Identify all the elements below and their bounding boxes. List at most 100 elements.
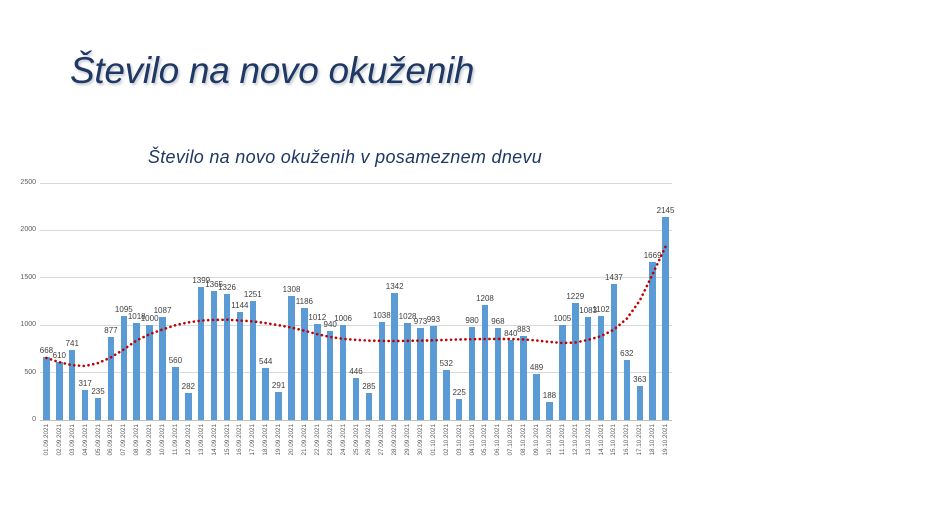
bar-value-label: 1012 <box>308 313 327 323</box>
bar <box>455 398 463 420</box>
bar <box>120 316 128 420</box>
x-axis-label: 09.10.2021 <box>533 424 541 456</box>
x-axis-label: 12.09.2021 <box>184 424 192 456</box>
bar <box>649 261 656 420</box>
x-axis-label: 07.09.2021 <box>120 424 128 456</box>
bar-value-label: 1208 <box>476 294 494 304</box>
x-axis-label: 07.10.2021 <box>507 424 515 456</box>
bar <box>352 377 360 420</box>
bar-value-label: 1186 <box>295 296 313 306</box>
bar <box>107 336 115 420</box>
bar-value-label: 1326 <box>218 283 236 293</box>
x-axis-label: 19.09.2021 <box>275 424 283 456</box>
bar <box>339 324 347 420</box>
bar <box>533 373 540 420</box>
bar-value-label: 1083 <box>579 306 598 316</box>
bar-value-label: 291 <box>271 381 286 391</box>
bar <box>43 356 50 420</box>
x-axis-label: 04.09.2021 <box>81 424 89 456</box>
x-axis-label: 26.09.2021 <box>365 424 373 456</box>
y-axis-tick-label: 0 <box>32 416 36 423</box>
bar-value-label: 235 <box>91 386 105 396</box>
bar <box>223 294 231 420</box>
bar-value-label: 668 <box>39 345 54 355</box>
bar-value-label: 877 <box>104 325 118 335</box>
bar-value-label: 840 <box>504 329 518 339</box>
bar-value-label: 544 <box>259 357 273 367</box>
bar <box>301 307 308 420</box>
bar <box>365 392 373 420</box>
bar <box>559 324 566 420</box>
bar <box>404 322 411 420</box>
bar-value-label: 1437 <box>605 272 623 282</box>
bar <box>146 325 153 420</box>
bar-value-label: 1006 <box>334 313 352 323</box>
bar-value-label: 317 <box>78 378 92 388</box>
x-axis-label: 06.10.2021 <box>494 424 502 456</box>
bar-value-label: 2145 <box>656 205 675 215</box>
x-axis-label: 21.09.2021 <box>300 424 308 456</box>
bar-value-label: 968 <box>491 317 505 327</box>
x-axis-label: 17.10.2021 <box>636 424 644 456</box>
bar-value-label: 560 <box>168 355 183 365</box>
x-axis-label: 19.10.2021 <box>662 424 670 456</box>
bar-value-label: 446 <box>349 366 363 376</box>
x-axis-label: 28.09.2021 <box>391 424 399 456</box>
x-axis-label: 20.09.2021 <box>288 424 295 456</box>
bar-value-label: 883 <box>516 325 531 335</box>
x-axis-label: 12.10.2021 <box>571 424 579 456</box>
bar-value-label: 1005 <box>553 313 572 323</box>
bar <box>430 325 437 420</box>
x-axis-label: 22.09.2021 <box>313 424 321 456</box>
bar-value-label: 1087 <box>153 305 172 315</box>
bar-value-label: 610 <box>52 351 67 361</box>
x-axis-label: 14.09.2021 <box>210 424 218 456</box>
x-axis-label: 10.10.2021 <box>545 424 553 456</box>
bar-value-label: 1342 <box>385 281 404 291</box>
bar-value-label: 532 <box>439 358 453 368</box>
bar-value-label: 1038 <box>372 310 391 320</box>
x-axis-label: 17.09.2021 <box>249 424 257 456</box>
bar <box>481 305 489 420</box>
bar <box>520 336 527 420</box>
x-axis-label: 29.09.2021 <box>404 424 412 456</box>
gridline <box>40 229 672 231</box>
bar-value-label: 973 <box>413 316 428 326</box>
bar-value-label: 940 <box>323 319 337 329</box>
x-axis-label: 11.09.2021 <box>171 424 179 456</box>
bar-value-label: 1399 <box>192 276 211 286</box>
y-axis-tick-label: 500 <box>24 368 36 376</box>
bar <box>623 360 631 420</box>
x-axis-label: 25.09.2021 <box>352 424 360 456</box>
bar-value-label: 1365 <box>205 279 223 289</box>
bar <box>546 402 553 420</box>
bar <box>662 216 669 420</box>
bar <box>391 292 398 420</box>
x-axis-label: 18.09.2021 <box>262 424 270 456</box>
bar <box>210 290 218 420</box>
bar-value-label: 632 <box>620 349 634 359</box>
bar <box>443 369 450 420</box>
bar <box>468 327 476 420</box>
x-axis-label: 18.10.2021 <box>649 424 657 456</box>
bar-value-label: 993 <box>426 314 441 324</box>
y-axis-tick-label: 1500 <box>20 273 36 281</box>
bar-value-label: 1095 <box>114 305 133 315</box>
x-axis-label: 27.09.2021 <box>378 424 386 456</box>
bar <box>288 296 295 420</box>
bar <box>417 327 424 420</box>
x-axis-label: 16.10.2021 <box>623 424 631 456</box>
x-axis-label: 09.09.2021 <box>146 424 154 456</box>
bar <box>597 315 605 420</box>
bar <box>572 303 579 420</box>
bar-value-label: 1308 <box>282 285 301 294</box>
bar <box>314 324 321 420</box>
x-axis-label: 05.10.2021 <box>481 424 489 456</box>
x-axis-label: 06.09.2021 <box>107 424 115 456</box>
x-axis-label: 15.09.2021 <box>223 424 231 456</box>
trend-polyline <box>45 245 667 368</box>
y-axis-tick-label: 2500 <box>20 179 36 186</box>
x-axis-label: 05.09.2021 <box>94 424 102 456</box>
